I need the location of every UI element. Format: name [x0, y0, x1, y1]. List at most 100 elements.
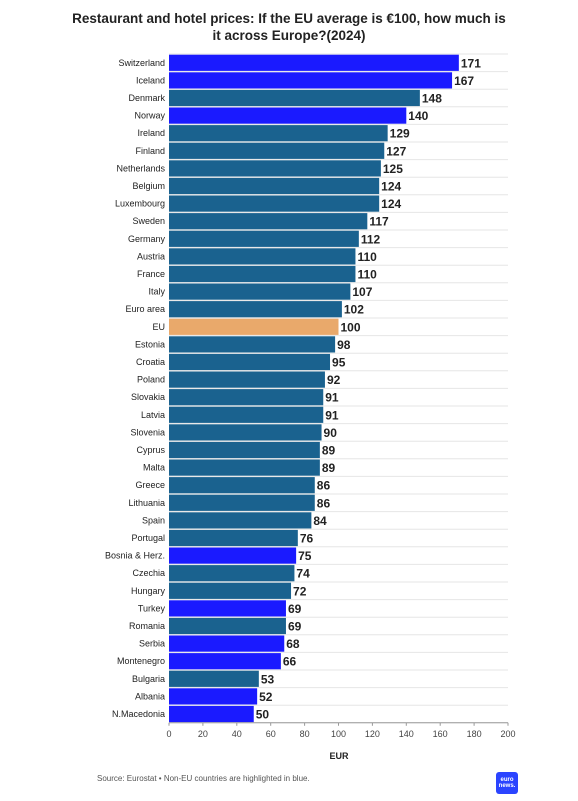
value-label: 69 — [288, 602, 302, 616]
bar — [169, 670, 259, 687]
category-label: N.Macedonia — [112, 709, 165, 719]
category-label: Switzerland — [118, 58, 165, 68]
euronews-logo: euro news. — [496, 772, 518, 794]
bar — [169, 477, 315, 494]
value-label: 69 — [288, 620, 302, 634]
bar — [169, 565, 295, 582]
bar — [169, 177, 380, 195]
bar — [169, 547, 297, 564]
value-label: 86 — [317, 496, 331, 510]
x-axis-title: EUR — [329, 751, 349, 761]
category-label: Germany — [128, 234, 166, 244]
category-label: Netherlands — [116, 163, 165, 173]
value-label: 127 — [386, 144, 406, 158]
category-label: Slovakia — [131, 392, 165, 402]
x-tick-label: 60 — [266, 729, 276, 739]
value-label: 86 — [317, 479, 331, 493]
category-label: Ireland — [137, 128, 165, 138]
category-label: France — [137, 269, 165, 279]
x-tick-label: 20 — [198, 729, 208, 739]
x-tick-label: 100 — [331, 729, 346, 739]
bar — [169, 230, 359, 247]
value-label: 52 — [259, 690, 273, 704]
category-label: Austria — [137, 251, 165, 261]
category-label: Greece — [135, 480, 165, 490]
x-tick-label: 200 — [500, 729, 515, 739]
bar — [169, 72, 453, 89]
logo-line-1: euro — [500, 776, 514, 783]
value-label: 91 — [325, 391, 339, 405]
bar — [169, 142, 385, 159]
bar — [169, 125, 388, 142]
value-label: 50 — [256, 708, 270, 722]
bar — [169, 512, 312, 529]
value-label: 171 — [461, 56, 481, 70]
category-label: Latvia — [141, 410, 165, 420]
value-label: 91 — [325, 408, 339, 422]
bar — [169, 653, 281, 670]
category-label: Serbia — [139, 639, 165, 649]
x-tick-label: 120 — [365, 729, 380, 739]
value-label: 117 — [369, 215, 389, 229]
grid-lines — [169, 53, 508, 724]
category-label: Slovenia — [130, 427, 165, 437]
category-label: Finland — [135, 146, 165, 156]
bars — [169, 54, 459, 723]
category-label: Denmark — [128, 93, 165, 103]
value-label: 95 — [332, 356, 346, 370]
x-tick-label: 160 — [433, 729, 448, 739]
bar — [169, 89, 420, 107]
x-tick-label: 140 — [399, 729, 414, 739]
category-label: Lithuania — [128, 498, 165, 508]
category-label: Bosnia & Herz. — [105, 551, 165, 561]
bar — [169, 318, 339, 335]
value-label: 148 — [422, 92, 442, 106]
x-tick-label: 180 — [467, 729, 482, 739]
category-label: Montenegro — [117, 656, 165, 666]
category-label: Cyprus — [136, 445, 165, 455]
value-label: 129 — [390, 127, 410, 141]
value-label: 124 — [381, 180, 401, 194]
value-label: 98 — [337, 338, 351, 352]
bar — [169, 688, 258, 705]
bar — [169, 107, 407, 124]
bar — [169, 371, 325, 388]
category-label: Poland — [137, 375, 165, 385]
value-label: 92 — [327, 373, 341, 387]
category-label: Bulgaria — [132, 674, 165, 684]
bar — [169, 635, 285, 652]
category-label: Croatia — [136, 357, 165, 367]
category-label: Turkey — [138, 603, 166, 613]
value-label: 89 — [322, 444, 336, 458]
source-note: Source: Eurostat • Non-EU countries are … — [97, 774, 310, 783]
bar — [169, 336, 336, 353]
category-label: Italy — [148, 287, 165, 297]
category-label: Malta — [143, 463, 165, 473]
value-label: 102 — [344, 303, 364, 317]
category-label: Norway — [134, 111, 165, 121]
value-label: 53 — [261, 672, 275, 686]
bar — [169, 265, 356, 283]
value-label: 74 — [296, 567, 310, 581]
value-label: 72 — [293, 584, 307, 598]
category-label: Luxembourg — [115, 199, 165, 209]
category-label: Czechia — [132, 568, 165, 578]
category-label: Euro area — [125, 304, 165, 314]
x-tick-label: 80 — [300, 729, 310, 739]
value-label: 140 — [408, 109, 428, 123]
bar — [169, 301, 342, 318]
x-tick-label: 0 — [166, 729, 171, 739]
bar — [169, 195, 380, 212]
bar — [169, 600, 286, 617]
bar — [169, 248, 356, 265]
category-label: Portugal — [131, 533, 165, 543]
bar — [169, 283, 351, 300]
bar — [169, 617, 286, 635]
category-labels: Switzerland Iceland Denmark Norway Ireland Fi… — [105, 58, 166, 719]
bar — [169, 213, 368, 230]
value-label: 110 — [357, 268, 377, 282]
logo-line-2: news. — [498, 783, 516, 789]
value-label: 90 — [324, 426, 338, 440]
value-label: 107 — [352, 285, 372, 299]
